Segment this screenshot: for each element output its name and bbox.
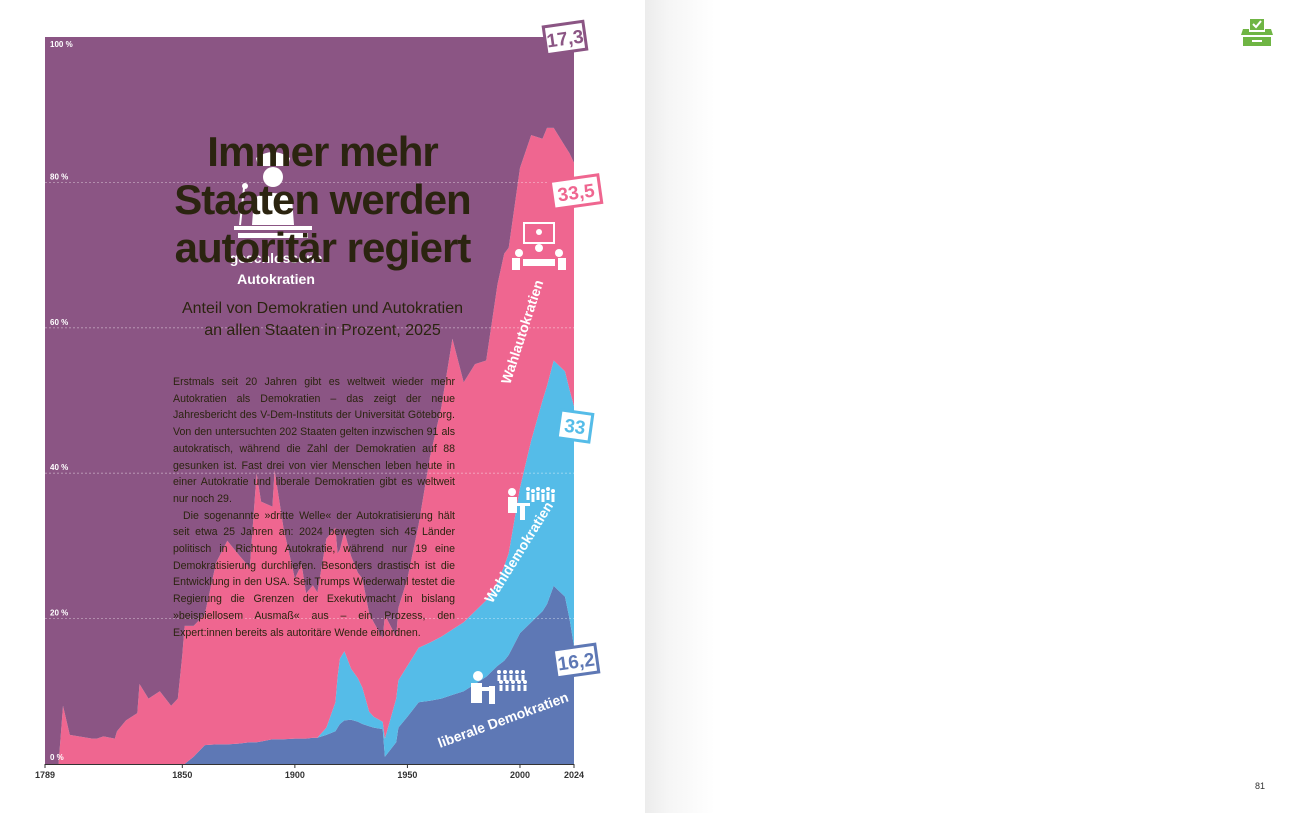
x-tick-label: 2000 (510, 770, 530, 780)
meeting-table-icon (512, 222, 566, 270)
stacked-area-chart: 0 % 20 % 40 % 60 % 80 % 100 % 1789 1850 1900 195… (35, 19, 604, 780)
badge-closed-autocracies: 17,3 (541, 19, 589, 57)
series-electoral-autocracies (45, 127, 574, 764)
series-electoral-democracies (45, 360, 574, 764)
right-page (645, 0, 1290, 813)
x-tick-label: 1900 (285, 770, 305, 780)
badge-electoral-democracies: 33 (555, 408, 595, 444)
label-closed-autocracies-line-1: geschlossene (230, 250, 323, 266)
chart-axis: 1789 1850 1900 1950 2000 2024 (35, 764, 584, 780)
body-paragraph-1: Erstmals seit 20 Jahren gibt es weltweit… (173, 376, 455, 505)
subtitle-line-2: an allen Staaten in Prozent, 2025 (204, 322, 441, 339)
x-tick-label: 2024 (564, 770, 584, 780)
badge-closed-autocracies-value: 17,3 (545, 27, 585, 53)
page-number: 81 (1254, 781, 1265, 791)
series-liberal-democracies (45, 585, 574, 764)
military-officer-podium-icon (234, 152, 312, 238)
y-tick-label: 60 % (50, 318, 68, 327)
headline-line-2: Staaten werden (174, 176, 471, 223)
headline-line-1: Immer mehr (207, 128, 438, 175)
body-text: Erstmals seit 20 Jahren gibt es weltweit… (173, 374, 455, 641)
y-tick-label: 0 % (50, 753, 64, 762)
x-tick-label: 1950 (397, 770, 417, 780)
body-paragraph-2: Die sogenannte »dritte Welle« der Autokr… (173, 509, 455, 639)
voting-crowd-icon (471, 670, 527, 704)
chart-icons (234, 152, 566, 704)
y-tick-label: 80 % (50, 172, 68, 181)
subtitle-line-1: Anteil von Demokratien und Autokratien (181, 300, 464, 317)
x-tick-label: 1789 (35, 770, 55, 780)
badge-electoral-democracies-value: 33 (563, 416, 587, 440)
badge-liberal-democracies-value: 16,2 (556, 650, 596, 676)
chart-areas (45, 37, 574, 764)
protest-crowd-icon (508, 487, 555, 520)
label-closed-autocracies-line-2: Autokratien (237, 271, 315, 287)
badge-liberal-democracies: 16,2 (551, 642, 601, 680)
ballot-box-icon (1241, 19, 1273, 46)
headline-line-3: autoritär regiert (174, 224, 472, 271)
series-closed-autocracies (45, 37, 574, 764)
end-value-badges: 17,3 33,5 33 16,2 (541, 19, 604, 680)
subtitle: Anteil von Demokratien und Autokratien a… (0, 298, 645, 342)
x-tick-label: 1850 (172, 770, 192, 780)
y-tick-label: 100 % (50, 40, 73, 49)
badge-electoral-autocracies: 33,5 (548, 173, 604, 211)
badge-electoral-autocracies-value: 33,5 (556, 180, 596, 206)
headline: Immer mehr Staaten werden autoritär regi… (0, 128, 645, 272)
chart-grid: 0 % 20 % 40 % 60 % 80 % 100 % (45, 40, 574, 762)
y-tick-label: 20 % (50, 609, 68, 618)
y-tick-label: 40 % (50, 463, 68, 472)
